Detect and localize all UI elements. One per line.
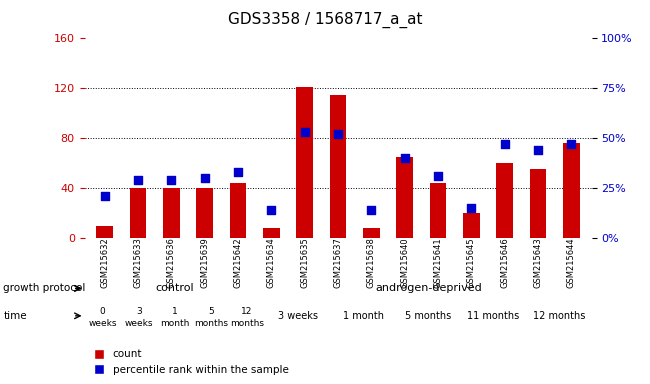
Point: [400, 155, 410, 161]
Text: GSM215639: GSM215639: [200, 237, 209, 288]
Text: weeks: weeks: [88, 319, 117, 328]
Point: [533, 147, 543, 153]
Text: GSM215632: GSM215632: [100, 237, 109, 288]
Text: 11 months: 11 months: [467, 311, 520, 321]
Bar: [129, 188, 146, 238]
Point: [133, 177, 143, 183]
Text: months: months: [194, 319, 228, 328]
Bar: [430, 183, 447, 238]
Text: growth protocol: growth protocol: [3, 283, 86, 293]
Text: 12: 12: [241, 307, 253, 316]
Point: [333, 131, 343, 137]
Text: 1 month: 1 month: [343, 311, 384, 321]
Text: GDS3358 / 1568717_a_at: GDS3358 / 1568717_a_at: [227, 12, 422, 28]
Bar: [530, 169, 547, 238]
Text: weeks: weeks: [124, 319, 153, 328]
Point: [266, 207, 276, 213]
Bar: [463, 213, 480, 238]
Text: GSM215637: GSM215637: [333, 237, 343, 288]
Point: [166, 177, 176, 183]
Point: [566, 141, 577, 147]
Text: months: months: [230, 319, 264, 328]
Legend: count, percentile rank within the sample: count, percentile rank within the sample: [90, 345, 292, 379]
Text: 3: 3: [136, 307, 142, 316]
Bar: [563, 143, 580, 238]
Point: [300, 129, 310, 135]
Bar: [330, 94, 346, 238]
Text: GSM215633: GSM215633: [133, 237, 142, 288]
Point: [466, 205, 476, 211]
Bar: [497, 163, 513, 238]
Text: GSM215635: GSM215635: [300, 237, 309, 288]
Text: GSM215640: GSM215640: [400, 237, 410, 288]
Point: [200, 175, 210, 181]
Point: [99, 193, 110, 199]
Bar: [196, 188, 213, 238]
Bar: [263, 228, 280, 238]
Bar: [363, 228, 380, 238]
Text: control: control: [155, 283, 194, 293]
Bar: [163, 188, 179, 238]
Text: time: time: [3, 311, 27, 321]
Bar: [96, 226, 113, 238]
Text: GSM215642: GSM215642: [233, 237, 242, 288]
Text: GSM215643: GSM215643: [534, 237, 543, 288]
Text: 0: 0: [99, 307, 105, 316]
Text: 5 months: 5 months: [405, 311, 452, 321]
Point: [433, 173, 443, 179]
Text: GSM215638: GSM215638: [367, 237, 376, 288]
Text: GSM215646: GSM215646: [500, 237, 510, 288]
Point: [233, 169, 243, 175]
Text: GSM215644: GSM215644: [567, 237, 576, 288]
Text: GSM215641: GSM215641: [434, 237, 443, 288]
Text: androgen-deprived: androgen-deprived: [375, 283, 482, 293]
Text: 3 weeks: 3 weeks: [278, 311, 318, 321]
Point: [366, 207, 376, 213]
Bar: [296, 87, 313, 238]
Text: 12 months: 12 months: [533, 311, 585, 321]
Bar: [396, 157, 413, 238]
Text: month: month: [160, 319, 190, 328]
Text: 1: 1: [172, 307, 177, 316]
Bar: [229, 183, 246, 238]
Text: GSM215634: GSM215634: [266, 237, 276, 288]
Text: 5: 5: [208, 307, 214, 316]
Text: GSM215636: GSM215636: [166, 237, 176, 288]
Point: [500, 141, 510, 147]
Text: GSM215645: GSM215645: [467, 237, 476, 288]
